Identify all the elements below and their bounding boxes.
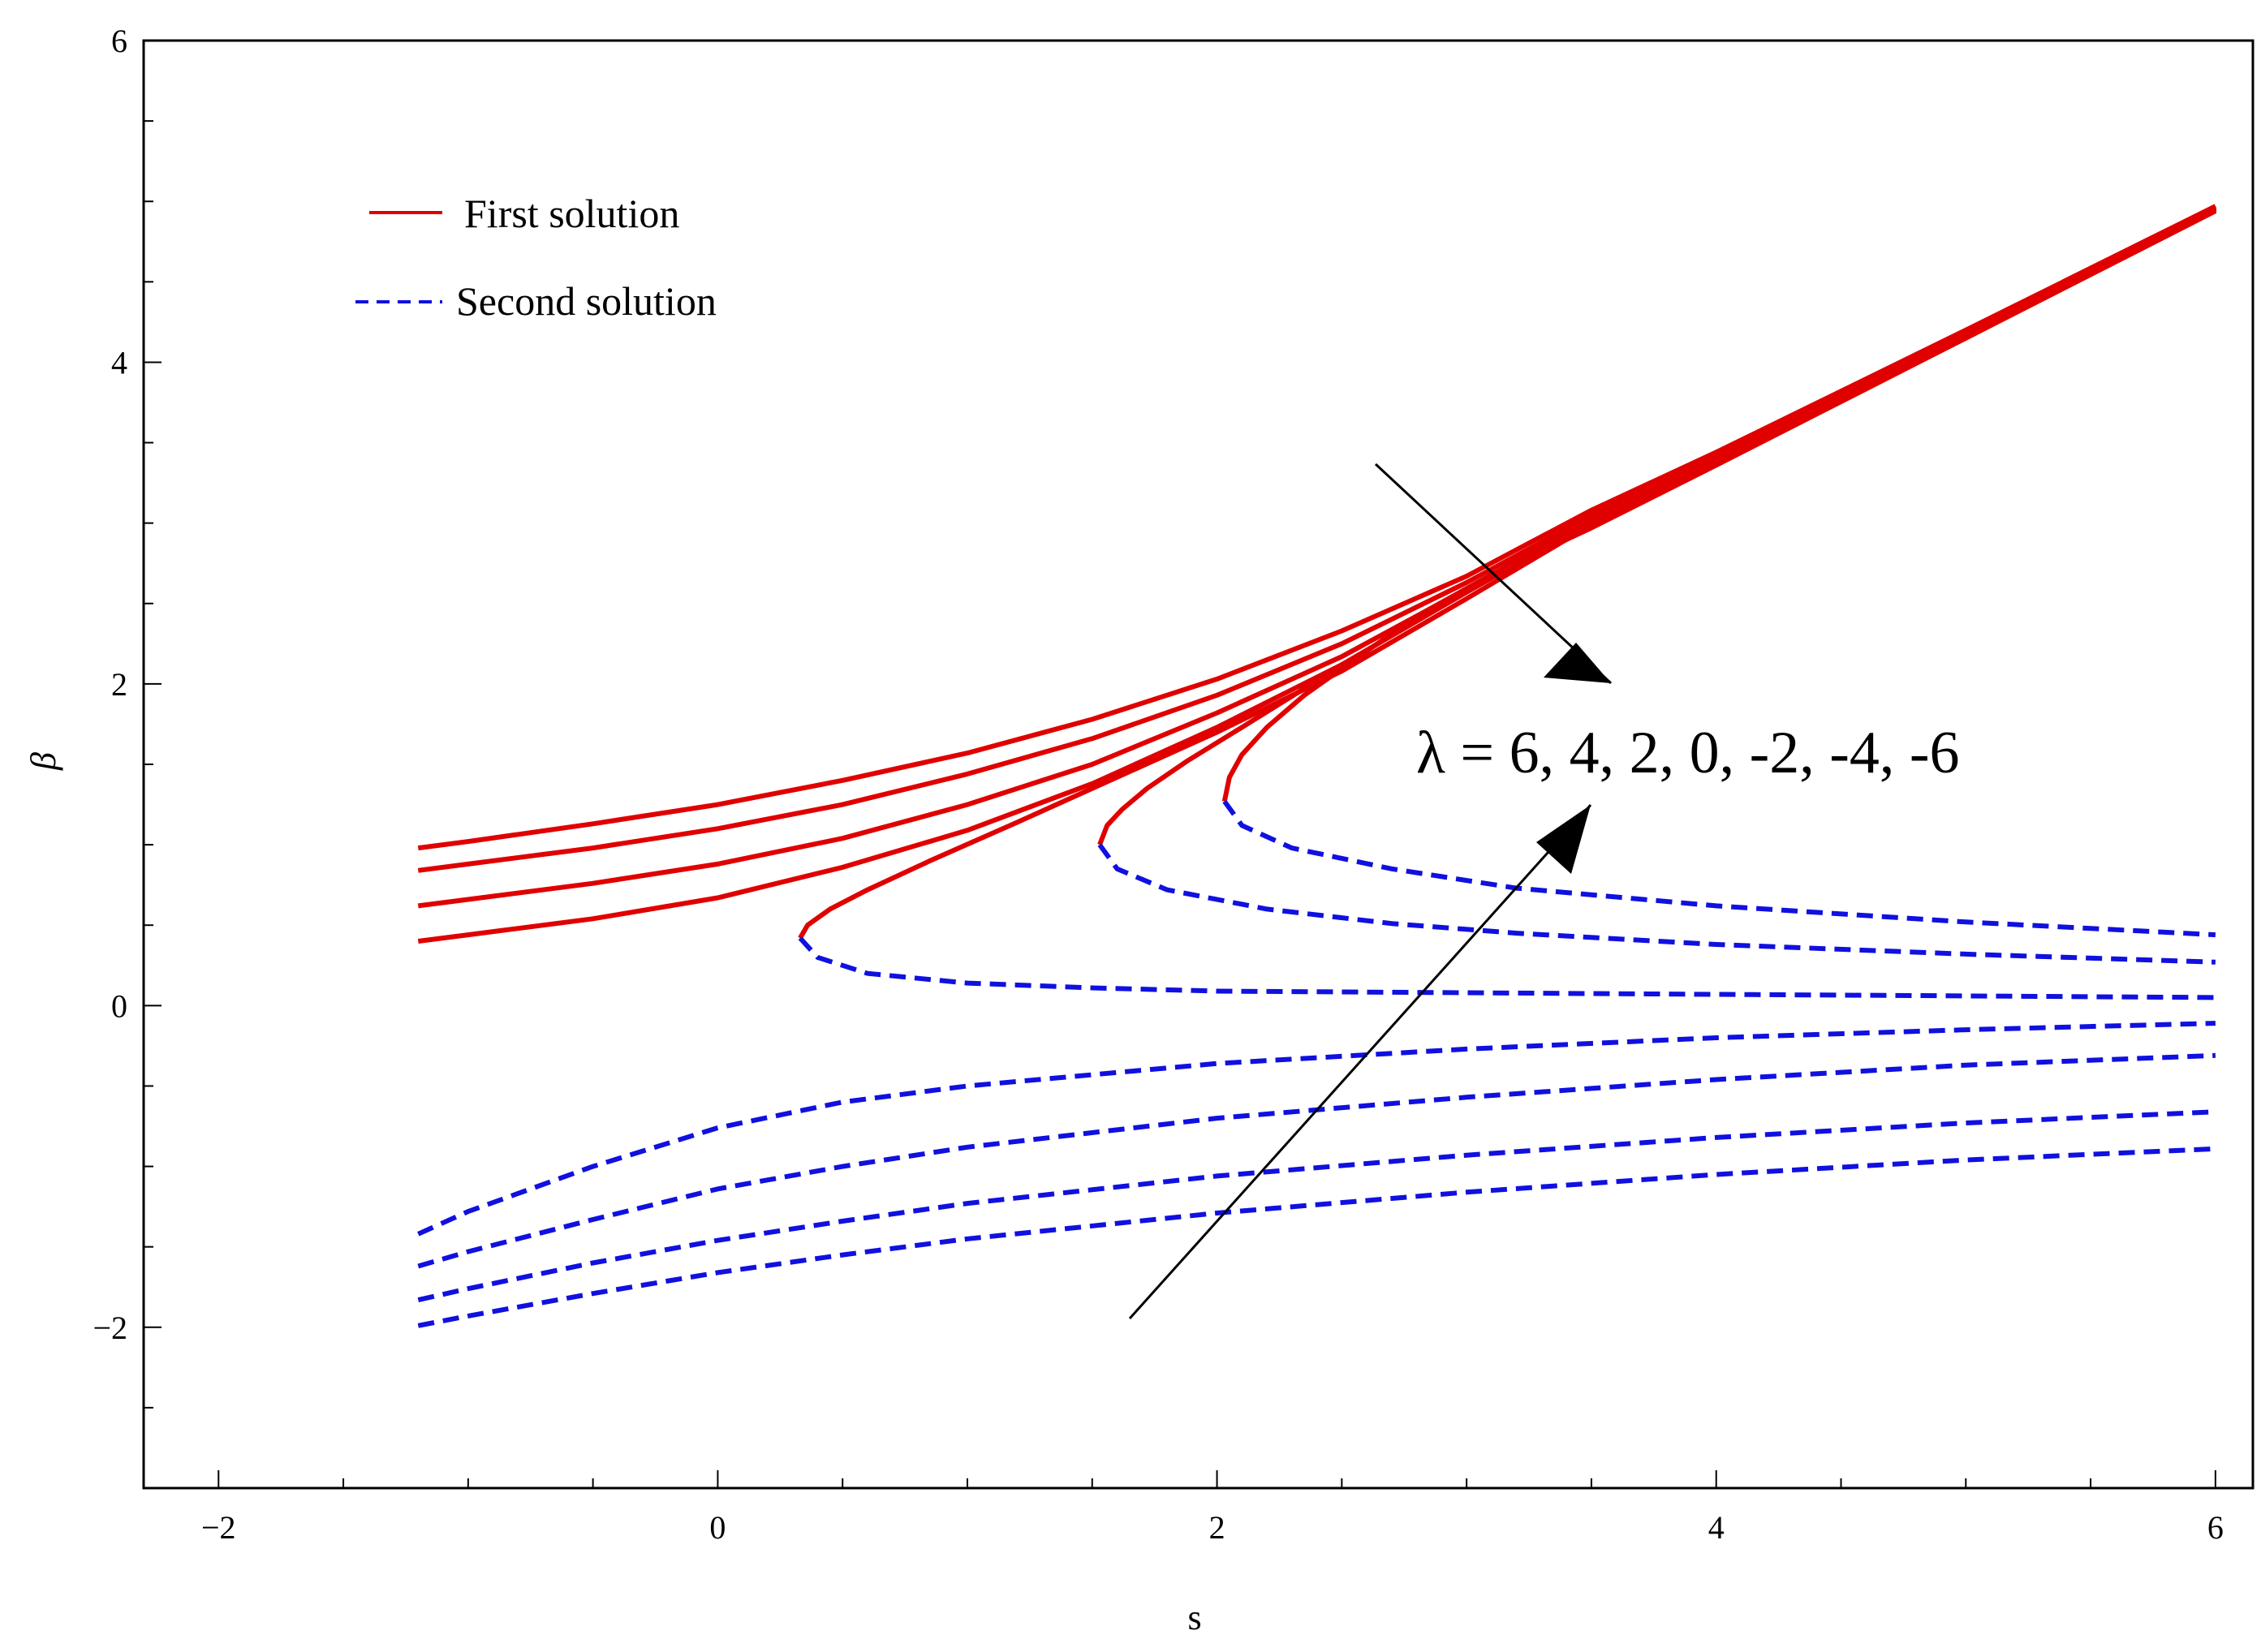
second-solution-curve-7 xyxy=(798,936,2216,1000)
axes-layer xyxy=(142,39,2255,1490)
y-tick-label: −2 xyxy=(93,1310,127,1346)
annotation: λ = 6, 4, 2, 0, -2, -4, -6 xyxy=(1128,462,1960,1320)
second-solution-curve-11 xyxy=(417,1052,2216,1269)
second-solution-curve-9 xyxy=(1222,799,2216,938)
annotation-arrow-down xyxy=(1374,462,1613,685)
annotation-arrowhead-up xyxy=(1536,805,1591,874)
labels-layer: −2 0 2 4 6 −2 0 2 4 6 xyxy=(93,23,2223,1546)
legend: First solution Second solution xyxy=(355,191,717,324)
annotation-label: λ = 6, 4, 2, 0, -2, -4, -6 xyxy=(1416,720,1960,786)
first-solution-curve-1 xyxy=(417,204,2217,873)
annotation-arrow-up xyxy=(1128,803,1592,1320)
x-tick-label: 6 xyxy=(2207,1509,2224,1546)
y-tick-label: 0 xyxy=(111,987,127,1024)
second-solution-curve-13 xyxy=(417,1146,2216,1328)
second-solution-curve-8 xyxy=(1097,843,2216,965)
series-layer xyxy=(417,204,2217,1328)
x-tick-label: 0 xyxy=(709,1509,726,1546)
x-tick-label: 4 xyxy=(1708,1509,1725,1546)
y-tick-label: 6 xyxy=(111,23,127,59)
first-solution-curve-0 xyxy=(417,204,2217,851)
y-tick-label: 2 xyxy=(111,666,127,703)
x-tick-label: −2 xyxy=(201,1509,236,1546)
annotation-arrowhead-down xyxy=(1544,643,1611,683)
x-tick-label: 2 xyxy=(1209,1509,1225,1546)
first-solution-curve-6 xyxy=(1221,209,2217,802)
y-axis-title: β xyxy=(24,752,63,771)
x-axis-title: s xyxy=(1187,1598,1201,1637)
second-solution-curve-12 xyxy=(417,1109,2216,1303)
y-tick-label: 4 xyxy=(111,344,127,381)
legend-label-first-solution: First solution xyxy=(464,191,679,236)
legend-label-second-solution: Second solution xyxy=(456,278,717,324)
